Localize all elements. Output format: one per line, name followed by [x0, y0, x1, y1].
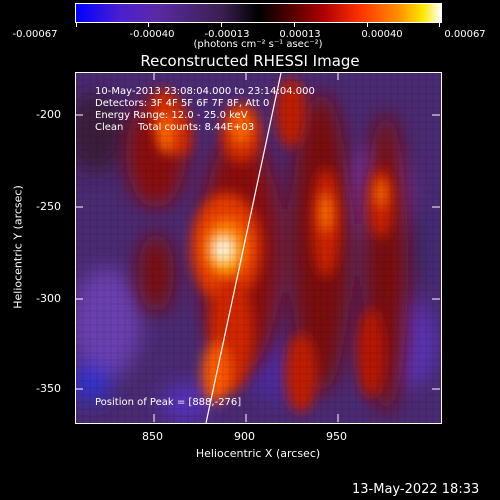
rhessi-image-map [76, 73, 441, 423]
peak-position-text: Position of Peak = [888,-276] [95, 397, 242, 408]
image-title: Reconstructed RHESSI Image [140, 52, 360, 70]
timestamp: 13-May-2022 18:33 [352, 482, 480, 497]
time-range-text: 10-May-2013 23:08:04.000 to 23:14:04.000 [95, 86, 315, 97]
x-tick-label: 950 [326, 430, 347, 443]
colorbar-tick-label: 0.00040 [361, 29, 403, 40]
rhessi-image: 10-May-2013 23:08:04.000 to 23:14:04.000… [75, 72, 442, 424]
colorbar-tick-label: -0.00067 [12, 29, 58, 40]
y-tick-label: -350 [36, 382, 61, 395]
y-tick-label: -300 [36, 292, 61, 305]
clean-text: Clean [95, 122, 124, 133]
y-tick-label: -200 [36, 108, 61, 121]
colorbar-ticks: -0.00067 -0.00040 -0.00013 0.00013 0.000… [13, 3, 486, 43]
total-counts-text: Total counts: 8.44E+03 [138, 122, 255, 133]
x-tick-label: 900 [234, 430, 255, 443]
solar-limb-line [205, 73, 282, 423]
x-axis-label: Heliocentric X (arcsec) [195, 447, 321, 460]
colorbar-tick-label: -0.00040 [129, 29, 175, 40]
colorbar-tick-label: 0.00013 [279, 29, 321, 40]
colorbar [75, 3, 442, 23]
detectors-text: Detectors: 3F 4F 5F 6F 7F 8F, Att 0 [95, 98, 270, 109]
x-tick-label: 850 [142, 430, 163, 443]
y-tick-label: -250 [36, 200, 61, 213]
colorbar-tick-label: -0.00013 [204, 29, 250, 40]
y-axis-label: Heliocentric Y (arcsec) [11, 185, 25, 309]
energy-range-text: Energy Range: 12.0 - 25.0 keV [95, 110, 248, 121]
colorbar-tick-label: 0.00067 [444, 29, 486, 40]
colorbar-units: (photons cm⁻² s⁻¹ asec⁻²) [193, 39, 323, 50]
